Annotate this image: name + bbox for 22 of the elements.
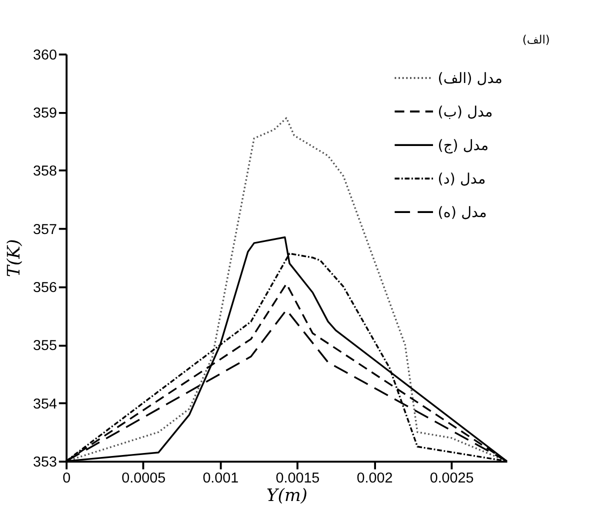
y-tick-label: 357	[33, 222, 58, 238]
legend-label: مدل (ب)	[438, 104, 493, 120]
x-tick-label: 0	[62, 470, 71, 487]
y-tick-label: 358	[33, 164, 58, 180]
y-tick-label: 360	[33, 47, 58, 64]
y-tick-label: 353	[33, 454, 58, 470]
y-tick-label: 355	[33, 338, 58, 354]
y-axis-title: T(K)	[4, 239, 25, 277]
x-tick-label: 0.002	[356, 470, 393, 487]
x-tick-label: 0.0025	[430, 470, 474, 487]
legend-label: مدل (ج)	[438, 138, 489, 154]
x-axis-title: Y(m)	[266, 486, 308, 506]
text: (الف)	[522, 32, 550, 46]
y-tick-label: 356	[33, 280, 58, 296]
legend-label: مدل (الف)	[438, 70, 502, 87]
x-tick-label: 0.0005	[122, 470, 166, 487]
legend-label: مدل (د)	[438, 171, 486, 188]
y-tick-label: 359	[33, 105, 58, 122]
legend-label: مدل (ه)	[438, 204, 487, 221]
y-tick-label: 354	[33, 396, 58, 412]
x-tick-label: 0.001	[202, 470, 239, 487]
x-tick-label: 0.0015	[276, 470, 320, 487]
